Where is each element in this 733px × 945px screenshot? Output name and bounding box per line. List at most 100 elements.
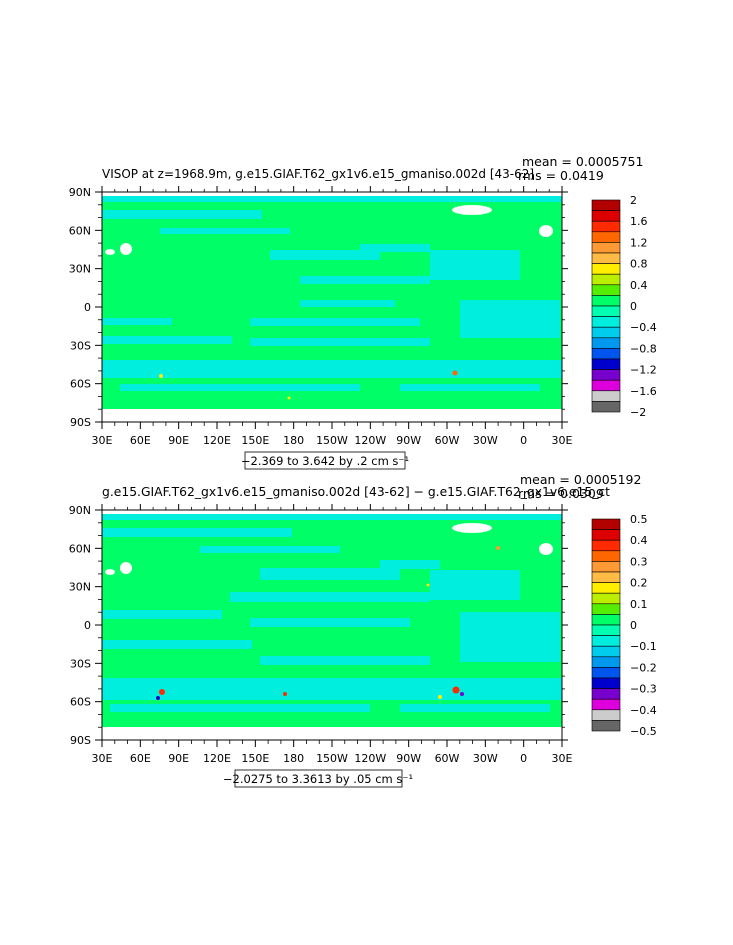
- map-2-ice-greenland: [539, 543, 553, 555]
- y-tick-label: 60N: [69, 542, 91, 555]
- colorbar-2: 0.5 0.4 0.3 0.2 0.1 0 −0.1 −0.2 −0.3 −0.4 −0.5: [591, 513, 657, 738]
- x-tick-label: 120W: [354, 752, 386, 765]
- x-tick-label: 90W: [396, 434, 421, 447]
- map-1-cyan-bands: [102, 196, 562, 391]
- x-tick-label: 120E: [203, 752, 231, 765]
- map-1-hotspot-3: [287, 396, 291, 400]
- y-tick-label: 30S: [70, 339, 91, 352]
- x-tick-label: 180: [283, 434, 304, 447]
- x-tick-label: 90E: [168, 434, 189, 447]
- panel-1-range-label: −2.369 to 3.642 by .2 cm s⁻¹: [241, 454, 409, 468]
- colorbar-swatch: [591, 263, 621, 275]
- colorbar-swatch: [591, 348, 621, 360]
- map-2-ice-caspian: [120, 562, 132, 574]
- panel-1: VISOP at z=1968.9m, g.e15.GIAF.T62_gx1v6…: [69, 154, 657, 470]
- y-tick-label: 90N: [69, 504, 91, 517]
- colorbar-swatch: [591, 561, 621, 573]
- colorbar-swatch: [591, 571, 621, 583]
- map-2-axes: 30E 60E 90E 120E 150E 180 150W 120W 90W 60W 30W 0 30…: [69, 504, 573, 765]
- map-1-axes: 30E 60E 90E 120E 150E 180 150W 120W 90W 60W 30W 0 30…: [69, 186, 573, 447]
- y-tick-label: 60S: [70, 696, 91, 709]
- colorbar-label: 1.2: [630, 236, 648, 249]
- colorbar-swatch: [591, 379, 621, 392]
- map-2-hotspot-1: [159, 689, 165, 695]
- colorbar-label: −1.2: [630, 364, 657, 377]
- colorbar-label: −0.4: [630, 321, 657, 334]
- colorbar-swatch: [591, 305, 621, 317]
- x-tick-label: 90E: [168, 752, 189, 765]
- panel-2-range-label: −2.0275 to 3.3613 by .05 cm s⁻¹: [223, 772, 413, 786]
- map-2-hotspot-5: [438, 695, 442, 699]
- y-tick-label: 30N: [69, 581, 91, 594]
- colorbar-label: 0.3: [630, 555, 648, 568]
- map-2-hotspot-6: [283, 692, 287, 696]
- map-1-hotspot-1: [159, 374, 163, 378]
- x-tick-label: 150W: [316, 434, 348, 447]
- colorbar-label: 2: [630, 194, 637, 207]
- colorbar-swatch: [591, 698, 621, 711]
- colorbar-label: 0.4: [630, 534, 648, 547]
- colorbar-swatch: [591, 624, 621, 636]
- y-tick-label: 30N: [69, 263, 91, 276]
- x-tick-label: 0: [520, 752, 527, 765]
- y-tick-label: 30S: [70, 657, 91, 670]
- colorbar-label: −0.5: [630, 725, 657, 738]
- x-tick-label: 60W: [435, 752, 460, 765]
- map-2-hotspot-2: [156, 696, 160, 700]
- panel-1-rms: rms = 0.0419: [518, 168, 604, 183]
- panel-1-title: VISOP at z=1968.9m, g.e15.GIAF.T62_gx1v6…: [102, 166, 534, 181]
- colorbar-swatch: [591, 252, 621, 264]
- colorbar-swatch: [591, 231, 621, 243]
- colorbar-swatch: [591, 337, 621, 349]
- y-tick-label: 90S: [70, 734, 91, 747]
- colorbar-label: 0: [630, 300, 637, 313]
- colorbar-1: 2 1.6 1.2 0.8 0.4 0 −0.4 −0.8 −1.2 −1.6 −2: [591, 194, 657, 419]
- colorbar-swatch: [591, 358, 621, 370]
- map-1-ice-red-sea: [105, 249, 115, 255]
- x-tick-label: 150E: [241, 434, 269, 447]
- colorbar-label: 0.5: [630, 513, 648, 526]
- colorbar-label: 0.1: [630, 598, 648, 611]
- colorbar-swatch: [591, 316, 621, 328]
- colorbar-swatch: [591, 210, 621, 222]
- map-2-cyan-bands: [102, 514, 562, 712]
- colorbar-swatch: [591, 539, 621, 552]
- colorbar-swatch: [591, 550, 621, 562]
- colorbar-label: −0.2: [630, 661, 657, 674]
- colorbar-swatch: [591, 326, 621, 339]
- map-2-ice-arctic: [452, 523, 492, 533]
- colorbar-label: −0.1: [630, 640, 657, 653]
- map-1-hotspot-2: [452, 370, 458, 376]
- colorbar-swatch: [591, 614, 621, 626]
- colorbar-swatch: [591, 273, 621, 286]
- map-2-hotspot-8: [426, 583, 430, 587]
- colorbar-swatch: [591, 242, 621, 254]
- x-tick-label: 30W: [473, 434, 498, 447]
- y-tick-label: 90S: [70, 416, 91, 429]
- colorbar-swatch: [591, 220, 621, 233]
- colorbar-swatch: [591, 720, 621, 732]
- colorbar-swatch: [591, 401, 621, 413]
- x-tick-label: 90W: [396, 752, 421, 765]
- x-tick-label: 30W: [473, 752, 498, 765]
- y-tick-label: 60S: [70, 378, 91, 391]
- x-tick-label: 60E: [130, 434, 151, 447]
- colorbar-swatch: [591, 635, 621, 647]
- colorbar-label: −2: [630, 406, 646, 419]
- colorbar-label: 0.4: [630, 279, 648, 292]
- map-1-ice-arctic: [452, 205, 492, 215]
- colorbar-label: −0.8: [630, 342, 657, 355]
- colorbar-swatch: [591, 592, 621, 605]
- colorbar-swatch: [591, 645, 621, 658]
- colorbar-swatch: [591, 582, 621, 594]
- colorbar-swatch: [591, 518, 621, 530]
- map-1-ice-caspian: [120, 243, 132, 255]
- colorbar-swatch: [591, 369, 621, 381]
- map-1: [102, 192, 562, 422]
- colorbar-label: 0.2: [630, 577, 648, 590]
- panel-2-mean: mean = 0.0005192: [520, 472, 641, 487]
- colorbar-label: 1.6: [630, 215, 648, 228]
- panel-2-rms: rms = 0.0309: [518, 486, 604, 501]
- y-tick-label: 0: [84, 301, 91, 314]
